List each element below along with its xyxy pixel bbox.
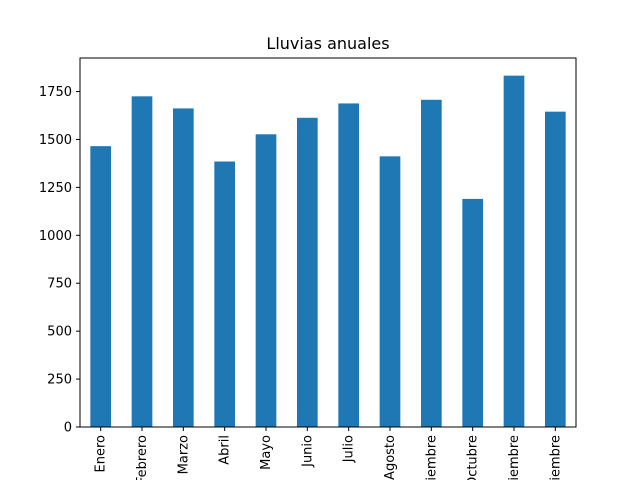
x-tick-label: Febrero <box>135 435 150 480</box>
y-tick-label: 750 <box>47 277 72 292</box>
bar-marzo <box>173 108 194 427</box>
bar-abril <box>214 161 235 427</box>
x-tick-label: Marzo <box>176 435 191 474</box>
y-tick-label: 1000 <box>39 229 72 244</box>
x-tick-label: Agosto <box>383 435 398 480</box>
y-tick-label: 1750 <box>39 85 72 100</box>
x-axis: Enero Febrero Marzo Abril Mayo Junio Julio Agos… <box>94 427 563 480</box>
x-tick-label: Enero <box>94 435 109 473</box>
plot-frame <box>79 57 577 428</box>
bar-mayo <box>255 134 277 428</box>
bar-junio <box>297 117 318 427</box>
y-axis: 0 250 500 750 1000 1250 1500 1750 <box>39 85 80 436</box>
bar-julio <box>338 103 359 428</box>
bars-layer <box>90 75 566 428</box>
y-tick-label: 500 <box>47 325 72 340</box>
chart-title: Lluvias anuales <box>266 34 389 53</box>
x-tick-label: Octubre <box>466 435 481 480</box>
x-tick-label: Julio <box>342 435 357 463</box>
x-tick-label: Mayo <box>259 435 274 470</box>
x-tick-label: Noviembre <box>507 435 522 480</box>
bar-diciembre <box>545 111 566 428</box>
x-tick-label: Junio <box>300 435 315 468</box>
x-tick-label: Diciembre <box>548 435 563 480</box>
bar-septiembre <box>421 99 442 427</box>
y-tick-label: 0 <box>64 421 72 436</box>
y-tick-label: 1500 <box>39 133 72 148</box>
y-tick-label: 1250 <box>39 181 72 196</box>
bar-noviembre <box>503 75 525 427</box>
x-tick-label: Septiembre <box>424 435 439 480</box>
bar-agosto <box>379 156 401 427</box>
bar-octubre <box>462 198 483 427</box>
bar-enero <box>90 146 111 427</box>
x-tick-label: Abril <box>218 435 233 465</box>
bar-febrero <box>131 96 153 427</box>
y-tick-label: 250 <box>47 373 72 388</box>
